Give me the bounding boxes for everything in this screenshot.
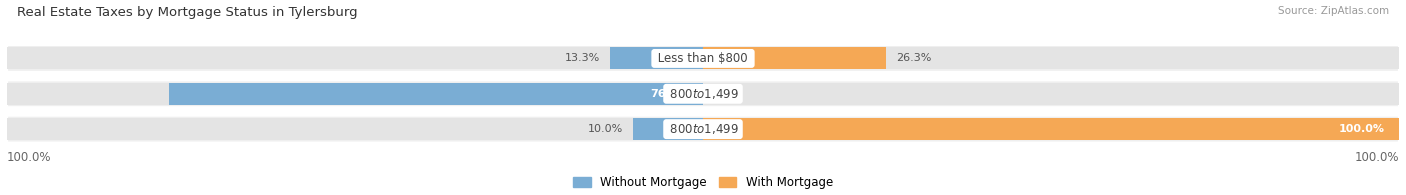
Text: $800 to $1,499: $800 to $1,499 xyxy=(666,87,740,101)
Bar xyxy=(703,118,1399,140)
Text: Real Estate Taxes by Mortgage Status in Tylersburg: Real Estate Taxes by Mortgage Status in … xyxy=(17,6,357,19)
Text: 100.0%: 100.0% xyxy=(1339,124,1385,134)
Text: 76.7%: 76.7% xyxy=(651,89,689,99)
Text: 0.0%: 0.0% xyxy=(713,89,742,99)
Text: 26.3%: 26.3% xyxy=(897,53,932,63)
Text: $800 to $1,499: $800 to $1,499 xyxy=(666,122,740,136)
Text: Source: ZipAtlas.com: Source: ZipAtlas.com xyxy=(1278,6,1389,16)
Bar xyxy=(169,83,703,105)
Bar xyxy=(633,118,703,140)
Bar xyxy=(703,48,886,69)
Bar xyxy=(703,48,1399,69)
Bar xyxy=(7,118,703,140)
Bar xyxy=(7,48,703,69)
Text: Less than $800: Less than $800 xyxy=(654,52,752,65)
FancyBboxPatch shape xyxy=(7,80,1399,107)
Bar xyxy=(7,83,703,105)
Text: 13.3%: 13.3% xyxy=(565,53,600,63)
Legend: Without Mortgage, With Mortgage: Without Mortgage, With Mortgage xyxy=(574,176,832,189)
Bar xyxy=(703,83,1399,105)
FancyBboxPatch shape xyxy=(7,45,1399,72)
FancyBboxPatch shape xyxy=(7,116,1399,143)
Text: 100.0%: 100.0% xyxy=(1354,151,1399,164)
Text: 100.0%: 100.0% xyxy=(7,151,52,164)
Bar xyxy=(703,118,1399,140)
Text: 10.0%: 10.0% xyxy=(588,124,623,134)
Bar xyxy=(610,48,703,69)
